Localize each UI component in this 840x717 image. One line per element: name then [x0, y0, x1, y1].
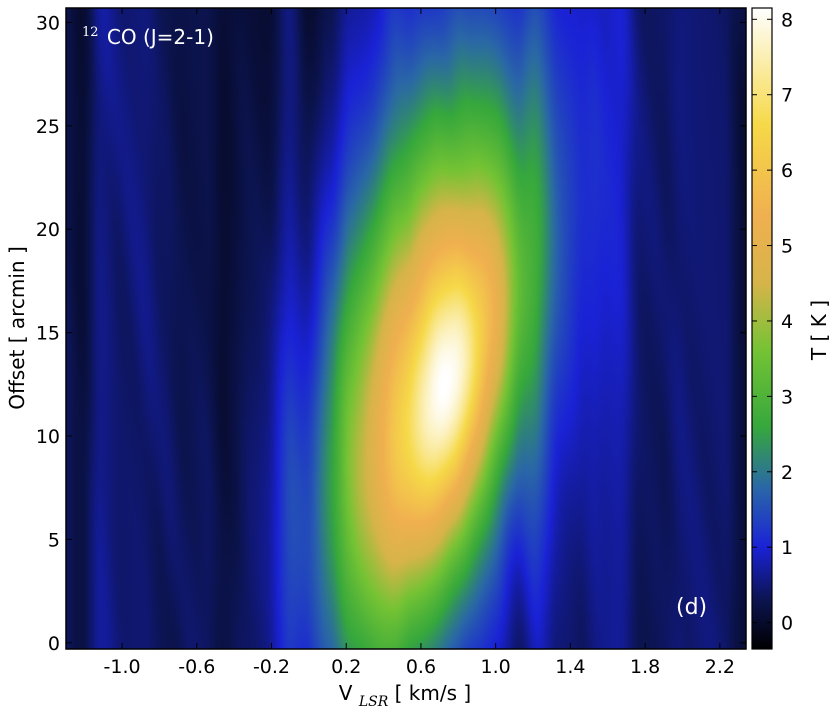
y-tick-label: 20 — [36, 219, 60, 241]
y-tick-label: 15 — [36, 323, 60, 345]
molecule-label: CO (J=2-1) — [107, 25, 214, 49]
y-axis-title: Offset [ arcmin ] — [5, 246, 29, 410]
x-tick-label: -1.0 — [104, 656, 141, 678]
colorbar-tick-label: 5 — [781, 236, 793, 258]
x-axis-title-subscript: LSR — [358, 694, 389, 710]
y-tick-label: 30 — [36, 12, 60, 34]
colorbar-tick-label: 8 — [781, 9, 793, 31]
y-axis-ticks: 0 5 10 15 20 25 30 — [36, 12, 746, 655]
colorbar-title: T [ K ] — [807, 300, 831, 361]
plot-frame — [65, 7, 747, 650]
x-axis-title-main: V — [339, 681, 353, 705]
colorbar-tick-label: 2 — [781, 462, 793, 484]
y-tick-label: 5 — [48, 529, 60, 551]
molecule-mass-number: 12 — [82, 25, 99, 40]
x-tick-label: -0.2 — [253, 656, 290, 678]
x-tick-label: 1.0 — [481, 656, 511, 678]
colorbar-tick-label: 3 — [781, 386, 793, 408]
panel-label: (d) — [676, 595, 707, 620]
x-tick-label: -0.6 — [178, 656, 215, 678]
heatmap-image — [66, 8, 746, 649]
colorbar-tick-label: 0 — [781, 613, 793, 635]
colorbar — [751, 7, 773, 650]
y-tick-label: 10 — [36, 426, 60, 448]
x-axis-title-unit: [ km/s ] — [395, 681, 472, 705]
colorbar-tick-label: 7 — [781, 85, 793, 107]
x-tick-label: 2.2 — [705, 656, 735, 678]
x-tick-label: 0.2 — [331, 656, 361, 678]
x-tick-label: 1.4 — [555, 656, 585, 678]
x-tick-label: 1.8 — [630, 656, 660, 678]
y-tick-label: 25 — [36, 116, 60, 138]
colorbar-ticks: 0 1 2 3 4 5 6 7 8 — [752, 9, 793, 635]
colorbar-tick-label: 1 — [781, 537, 793, 559]
colorbar-tick-label: 6 — [781, 160, 793, 182]
x-axis-title: V LSR [ km/s ] — [339, 681, 471, 711]
molecule-annotation: 12 CO (J=2-1) — [82, 17, 214, 49]
x-axis-ticks: -1.0 -0.6 -0.2 0.2 0.6 1.0 1.4 1.8 2.2 — [104, 8, 735, 678]
x-tick-label: 0.6 — [406, 656, 436, 678]
colorbar-tick-label: 4 — [781, 311, 793, 333]
y-tick-label: 0 — [48, 633, 60, 655]
